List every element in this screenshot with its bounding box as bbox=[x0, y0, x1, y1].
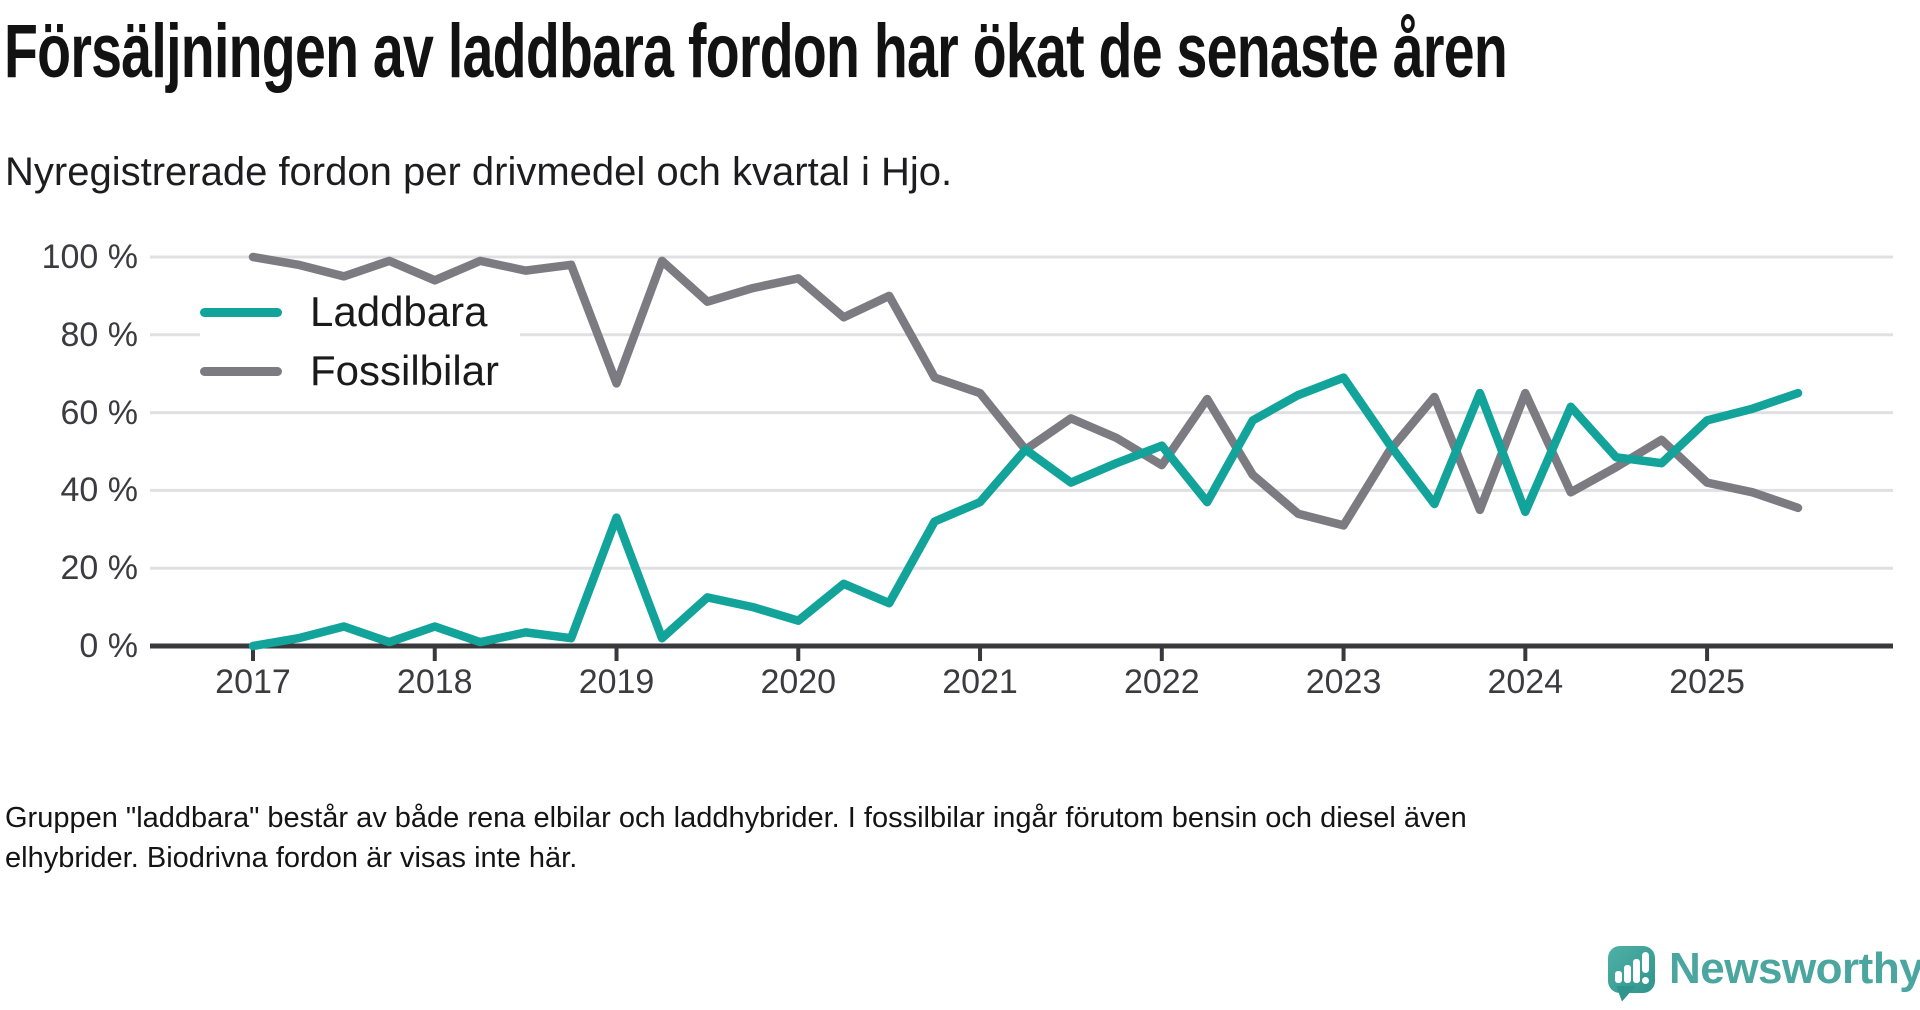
chart-canvas bbox=[150, 252, 1893, 661]
fossilbilar-line-swatch bbox=[200, 366, 282, 376]
y-tick-label-4: 80 % bbox=[60, 315, 139, 354]
bar-chart-speech-bubble-icon bbox=[1608, 945, 1655, 1002]
y-tick-label-5: 100 % bbox=[41, 238, 138, 276]
x-tick-label-2018: 2018 bbox=[396, 663, 473, 701]
line-chart: 0 % 20 % 40 % 60 % 80 % 100 % 2017 2018 2019 202… bbox=[41, 238, 1893, 701]
y-tick-label-0: 0 % bbox=[79, 627, 138, 665]
footnote-line-1: Gruppen "laddbara" består av både rena e… bbox=[5, 802, 1467, 834]
y-tick-label-1: 20 % bbox=[60, 549, 139, 588]
newsworthy-logo: Newsworthy bbox=[1608, 944, 1920, 1002]
x-tick-label-2024: 2024 bbox=[1487, 663, 1564, 701]
chart-footnote: Gruppen "laddbara" består av både rena e… bbox=[5, 798, 1467, 878]
x-tick-label-2017: 2017 bbox=[215, 663, 291, 701]
legend-label-fossilbilar: Fossilbilar bbox=[310, 347, 500, 394]
x-tick-label-2020: 2020 bbox=[760, 663, 837, 701]
x-tick-label-2022: 2022 bbox=[1123, 663, 1200, 701]
x-tick-label-2019: 2019 bbox=[578, 663, 655, 701]
legend-item-laddbara: Laddbara bbox=[200, 288, 488, 335]
x-tick-label-2021: 2021 bbox=[942, 663, 1018, 701]
x-tick-label-2023: 2023 bbox=[1305, 663, 1382, 701]
page-title: Försäljningen av laddbara fordon har öka… bbox=[4, 9, 1508, 94]
chart-subtitle: Nyregistrerade fordon per drivmedel och … bbox=[5, 150, 953, 194]
legend-item-fossilbilar: Fossilbilar bbox=[200, 347, 499, 394]
x-tick-label-2025: 2025 bbox=[1669, 663, 1745, 701]
y-tick-label-3: 60 % bbox=[60, 393, 139, 432]
footnote-line-2: elhybrider. Biodrivna fordon är visas in… bbox=[5, 842, 578, 874]
laddbara-line-swatch bbox=[200, 307, 282, 317]
series-line-laddbara bbox=[248, 373, 1803, 651]
legend-label-laddbara: Laddbara bbox=[310, 288, 488, 335]
legend-background bbox=[200, 280, 520, 402]
logo-wordmark: Newsworthy bbox=[1669, 944, 1920, 993]
y-tick-label-2: 40 % bbox=[60, 471, 139, 510]
chart-legend: Laddbara Fossilbilar bbox=[200, 282, 520, 402]
speech-bubble-tail bbox=[1616, 985, 1636, 1002]
